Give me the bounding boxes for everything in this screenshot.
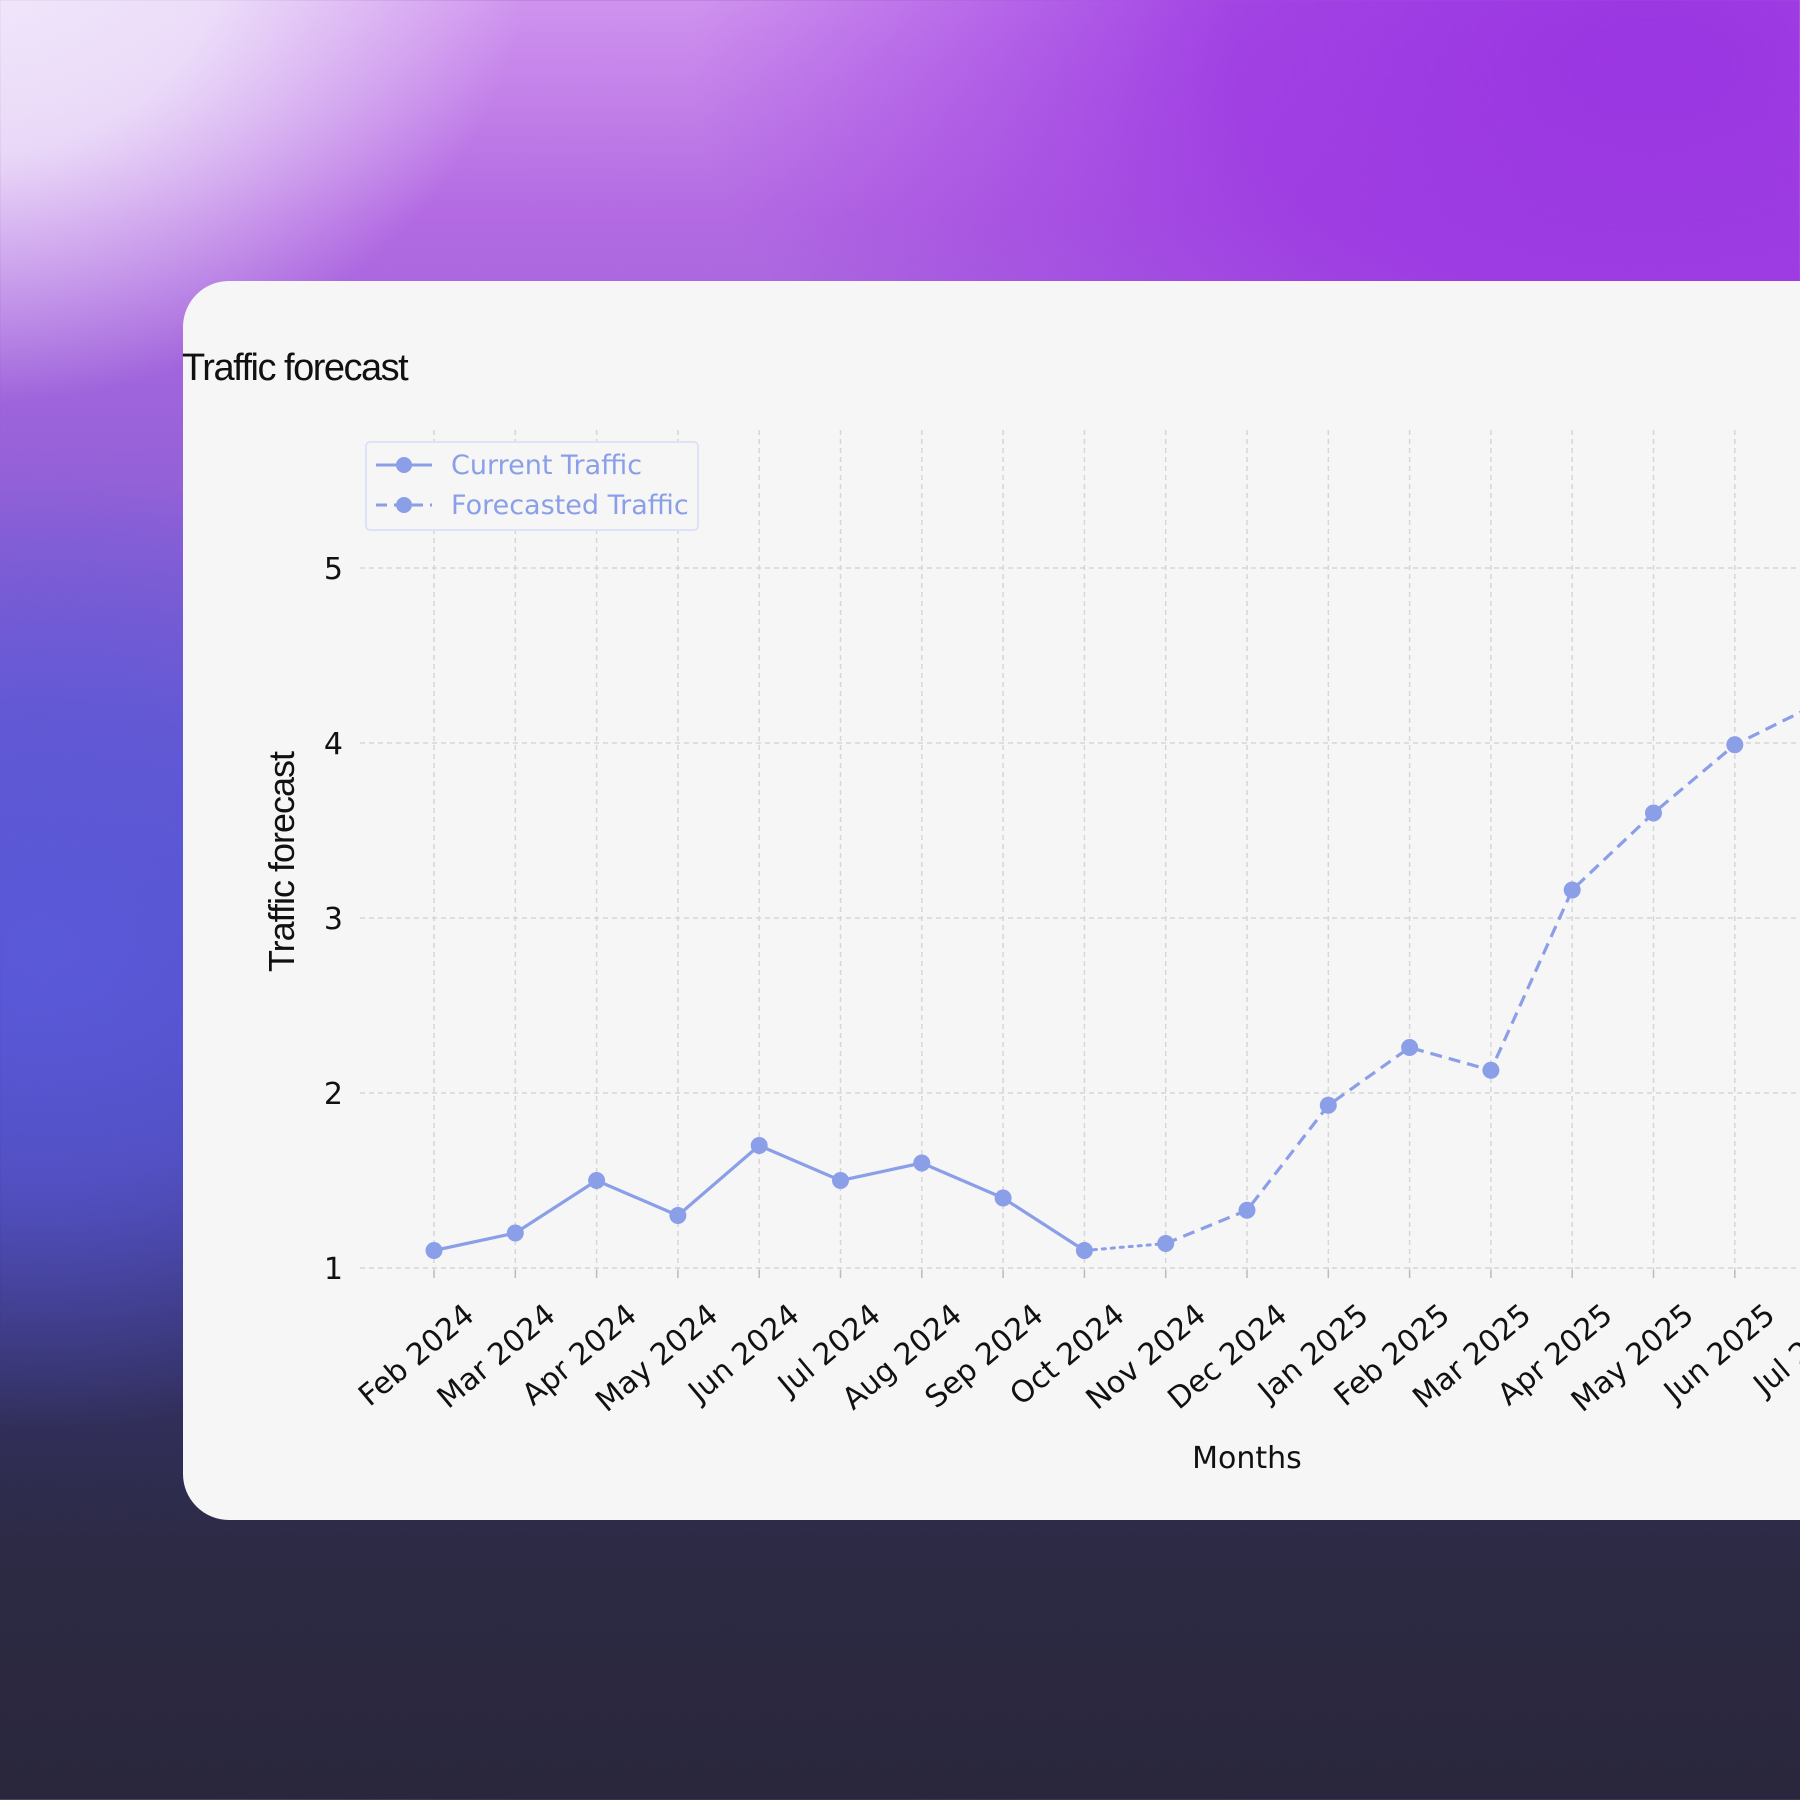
- point-forecasted-traffic-may-2025: [1645, 804, 1662, 822]
- y-tick-label-4: 4: [324, 727, 343, 762]
- point-forecasted-traffic-jun-2025: [1726, 736, 1744, 754]
- data-points: [425, 736, 1744, 1259]
- series-lines: [433, 703, 1800, 1253]
- legend-box: [365, 441, 699, 531]
- legend-label-current-traffic: Current Traffic: [451, 450, 642, 481]
- point-forecasted-traffic-dec-2024: [1238, 1201, 1256, 1219]
- series-connector: [1082, 1242, 1168, 1252]
- point-forecasted-traffic-jan-2025: [1319, 1096, 1337, 1114]
- point-forecasted-traffic-mar-2025: [1482, 1061, 1500, 1079]
- legend: Current Traffic Forecasted Traffic: [365, 441, 699, 531]
- point-current-traffic-feb-2024: [425, 1242, 443, 1259]
- y-axis-label: Traffic forecast: [261, 751, 302, 972]
- point-current-traffic-may-2024: [669, 1207, 687, 1224]
- legend-marker-current-traffic: [396, 457, 412, 473]
- y-tick-label-3: 3: [324, 902, 343, 937]
- point-current-traffic-apr-2024: [588, 1172, 606, 1189]
- point-current-traffic-jul-2024: [832, 1172, 849, 1189]
- y-tick-label-1: 1: [324, 1252, 343, 1287]
- legend-label-forecasted-traffic: Forecasted Traffic: [451, 490, 689, 521]
- point-forecasted-traffic-feb-2025: [1401, 1039, 1419, 1056]
- y-tick-label-5: 5: [324, 552, 343, 587]
- chart-title: Traffic forecast: [182, 347, 409, 389]
- point-current-traffic-aug-2024: [913, 1154, 931, 1172]
- series-line-forecasted-traffic: [1165, 703, 1800, 1245]
- point-current-traffic-oct-2024: [1075, 1242, 1093, 1259]
- point-forecasted-traffic-apr-2025: [1563, 881, 1581, 899]
- point-current-traffic-mar-2024: [506, 1224, 524, 1242]
- grid: [360, 430, 1800, 1278]
- y-tick-label-2: 2: [324, 1077, 343, 1112]
- x-axis-label: Months: [1192, 1441, 1302, 1476]
- legend-marker-forecasted-traffic: [396, 497, 412, 513]
- point-current-traffic-sep-2024: [994, 1189, 1012, 1207]
- point-forecasted-traffic-nov-2024: [1157, 1235, 1175, 1252]
- point-current-traffic-jun-2024: [750, 1137, 768, 1154]
- legend-item-current-traffic: Current Traffic: [376, 450, 642, 481]
- y-axis-ticks: 1 2 3 4 5: [324, 552, 343, 1287]
- legend-item-forecasted-traffic: Forecasted Traffic: [376, 490, 689, 521]
